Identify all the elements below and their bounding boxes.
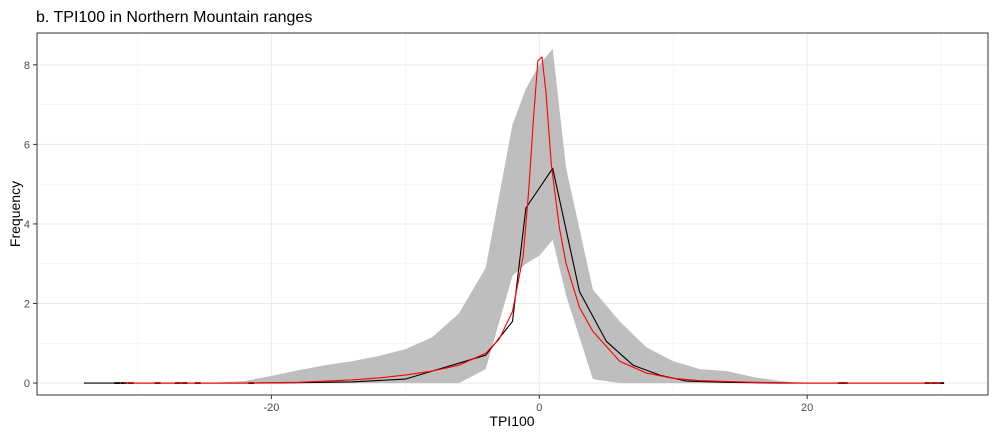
series-line-fit: [124, 56, 942, 384]
y-tick-label: 4: [24, 219, 30, 231]
x-axis-label: TPI100: [489, 413, 534, 429]
y-tick-label: 2: [24, 299, 30, 311]
series-layer: [83, 56, 942, 384]
y-tick-label: 6: [24, 139, 30, 151]
x-tick-label: -20: [263, 402, 279, 414]
y-axis-ticks: 0 2 4 6 8: [24, 60, 37, 390]
x-axis-ticks: -20 0 20: [263, 395, 813, 414]
chart-title: b. TPI100 in Northern Mountain ranges: [36, 9, 312, 26]
x-tick-label: 0: [536, 402, 542, 414]
range-band: [137, 48, 834, 384]
y-axis-label: Frequency: [7, 181, 23, 247]
plot-panel-border: [36, 32, 989, 396]
band-layer: [137, 48, 834, 384]
y-tick-label: 8: [24, 60, 30, 72]
y-tick-label: 0: [24, 378, 30, 390]
x-tick-label: 20: [801, 402, 813, 414]
